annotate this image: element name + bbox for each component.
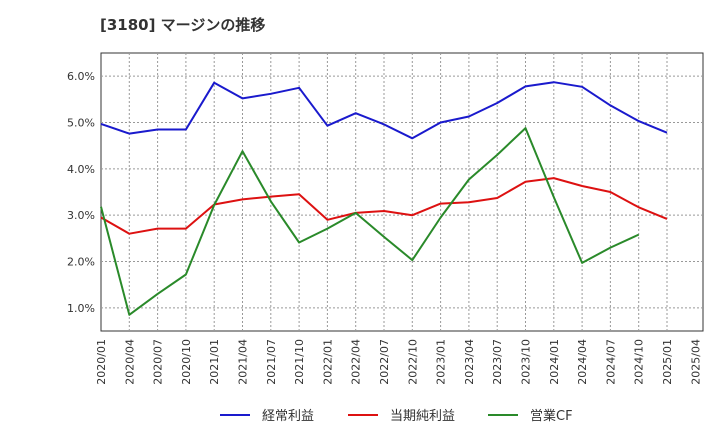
y-tick-label: 3.0%: [67, 209, 95, 222]
series-line-1: [100, 81, 668, 140]
y-axis-ticks: 1.0% 2.0% 3.0% 4.0% 5.0% 6.0%: [67, 70, 95, 315]
x-tick-label: 2020/07: [152, 339, 165, 385]
x-tick-label: 2025/01: [661, 339, 674, 385]
x-tick-label: 2024/10: [633, 339, 646, 385]
legend-label: 当期純利益: [390, 409, 455, 424]
series-layer: [100, 81, 668, 316]
x-tick-label: 2023/07: [491, 339, 504, 385]
x-tick-label: 2021/04: [237, 339, 250, 385]
x-tick-label: 2020/01: [95, 339, 108, 385]
legend: 経常利益 当期純利益 営業CF: [220, 408, 573, 424]
chart-title: [3180] マージンの推移: [100, 16, 266, 34]
x-tick-label: 2024/01: [548, 339, 561, 385]
x-tick-label: 2022/07: [378, 339, 391, 385]
y-tick-label: 2.0%: [67, 256, 95, 269]
y-tick-label: 4.0%: [67, 163, 95, 176]
x-tick-label: 2023/10: [520, 339, 533, 385]
x-tick-label: 2021/01: [208, 339, 221, 385]
x-tick-label: 2022/04: [350, 339, 363, 385]
plot-area: [100, 52, 704, 332]
x-tick-label: 2024/07: [604, 339, 617, 385]
x-tick-label: 2022/01: [321, 339, 334, 385]
x-axis-ticks: 2020/01 2020/04 2020/07 2020/10 2021/01 2021/…: [95, 339, 702, 385]
y-tick-label: 1.0%: [67, 302, 95, 315]
x-tick-label: 2020/04: [123, 339, 136, 385]
x-tick-label: 2021/07: [265, 339, 278, 385]
y-tick-label: 5.0%: [67, 117, 95, 130]
x-tick-label: 2025/04: [689, 339, 702, 385]
y-tick-label: 6.0%: [67, 70, 95, 83]
legend-label: 営業CF: [530, 408, 573, 424]
x-tick-label: 2023/04: [463, 339, 476, 385]
series-line-3: [100, 127, 640, 316]
legend-label: 経常利益: [262, 409, 314, 424]
series-line-2: [100, 177, 668, 235]
x-tick-label: 2024/04: [576, 339, 589, 385]
x-tick-label: 2022/10: [406, 339, 419, 385]
x-tick-label: 2021/10: [293, 339, 306, 385]
x-tick-label: 2023/01: [435, 339, 448, 385]
x-tick-label: 2020/10: [180, 339, 193, 385]
grid-layer: [101, 53, 703, 331]
